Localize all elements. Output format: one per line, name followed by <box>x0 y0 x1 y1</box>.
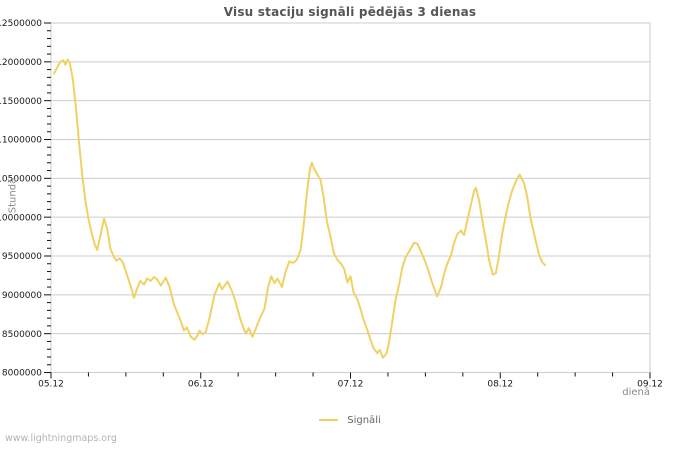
y-tick-label: 10500000 <box>0 175 42 185</box>
watermark: www.lightningmaps.org <box>5 433 117 444</box>
legend-line-swatch-icon <box>319 419 339 421</box>
x-axis-title: dienā <box>622 387 650 398</box>
x-tick-label: 09.12 <box>637 380 663 390</box>
y-tick-label: 8500000 <box>2 330 42 340</box>
y-tick-label: 11000000 <box>0 136 42 146</box>
y-tick-label: 10000000 <box>0 213 42 223</box>
y-tick-label: 9500000 <box>2 252 42 262</box>
x-tick-label: 08.12 <box>487 380 513 390</box>
x-tick-label: 05.12 <box>38 380 64 390</box>
y-axis-title: Stundā <box>7 177 19 214</box>
y-tick-label: 12500000 <box>0 19 42 29</box>
y-tick-label: 8000000 <box>2 369 42 379</box>
y-tick-label: 9000000 <box>2 291 42 301</box>
chart-title: Visu staciju signāli pēdējās 3 dienas <box>223 5 477 19</box>
y-tick-label: 11500000 <box>0 97 42 107</box>
legend: Signāli <box>0 412 700 428</box>
x-tick-label: 06.12 <box>188 380 214 390</box>
plot-border <box>50 22 651 373</box>
y-tick-label: 12000000 <box>0 58 42 68</box>
legend-label: Signāli <box>347 414 381 426</box>
x-tick-label: 07.12 <box>338 380 364 390</box>
signal-line <box>53 58 547 359</box>
